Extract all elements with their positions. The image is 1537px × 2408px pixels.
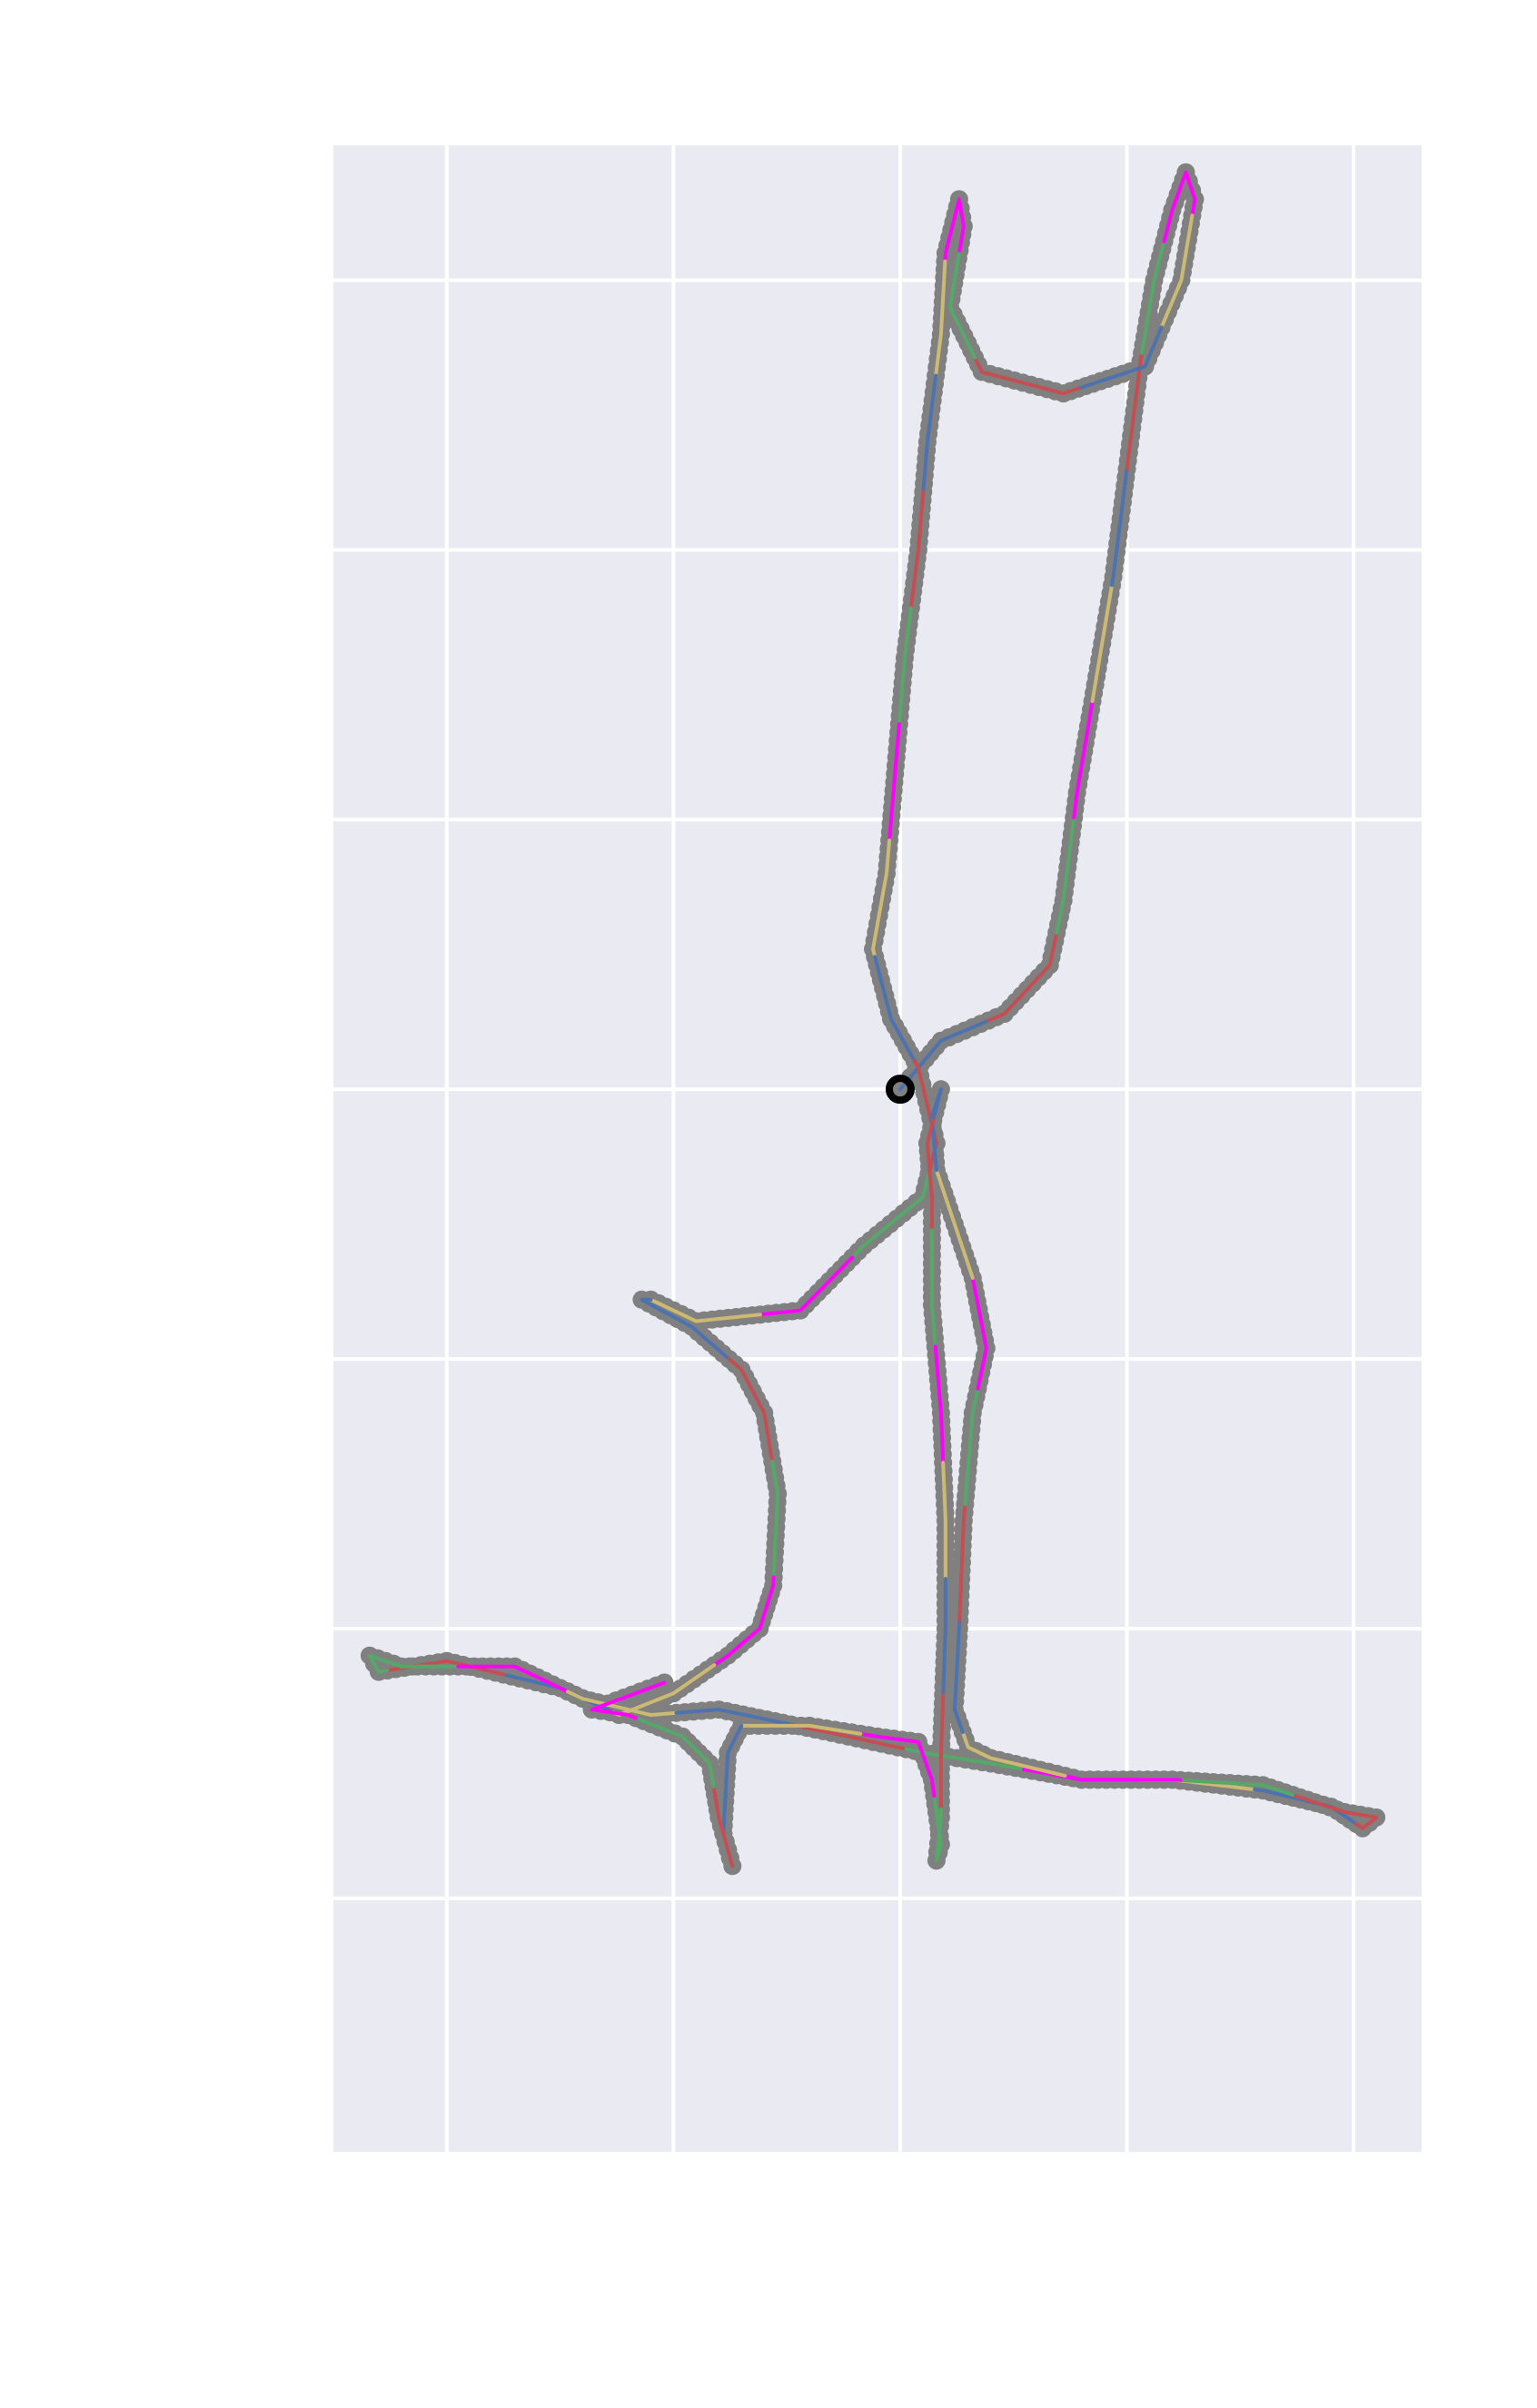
trajectory-segment bbox=[897, 606, 913, 727]
trajectory-segment bbox=[934, 259, 947, 378]
trajectory-segment bbox=[933, 1344, 946, 1465]
trajectory-lines bbox=[367, 170, 1379, 1868]
trajectory-segment bbox=[925, 1118, 936, 1233]
trajectory-segment bbox=[850, 1172, 931, 1260]
trajectory-segment bbox=[987, 930, 1059, 1023]
trajectory-segment bbox=[1076, 325, 1164, 391]
trajectory-segment bbox=[1159, 213, 1195, 330]
trajectory-segment bbox=[929, 1087, 943, 1173]
trajectory-segment bbox=[456, 1664, 570, 1694]
trajectory-segment bbox=[711, 1784, 735, 1868]
trajectory-segment bbox=[727, 1357, 775, 1463]
trajectory-segment bbox=[721, 1723, 744, 1836]
trajectory-segment bbox=[649, 1297, 762, 1323]
trajectory-segment bbox=[934, 1168, 975, 1281]
trajectory-segment bbox=[904, 1747, 1026, 1771]
trajectory-segment bbox=[897, 1018, 991, 1092]
trajectory-segment bbox=[640, 1297, 731, 1362]
trajectory-segment bbox=[943, 197, 966, 263]
trajectory-segment bbox=[1162, 170, 1197, 243]
trajectory-segment bbox=[1140, 239, 1166, 355]
trajectory-segment bbox=[1125, 351, 1145, 471]
trajectory-segment bbox=[973, 355, 1080, 396]
trajectory-segment bbox=[788, 1722, 908, 1751]
trajectory-segment bbox=[941, 1577, 947, 1697]
trajectory-segment bbox=[947, 248, 977, 360]
trajectory-segment bbox=[1178, 1778, 1294, 1798]
trajectory-segment bbox=[871, 838, 892, 959]
trajectory-segment bbox=[674, 1708, 793, 1727]
trajectory-segment bbox=[1055, 815, 1076, 935]
trajectory-segment bbox=[739, 1723, 863, 1736]
start-point bbox=[885, 1075, 915, 1105]
trajectory-segment bbox=[1072, 699, 1095, 819]
trajectory-segment bbox=[873, 955, 917, 1063]
trajectory-segment bbox=[963, 1386, 980, 1506]
plot-background bbox=[333, 145, 1422, 2152]
trajectory-segment bbox=[1090, 583, 1115, 704]
trajectory-segment bbox=[887, 722, 901, 843]
trajectory-segment bbox=[590, 1680, 667, 1720]
trajectory-segment bbox=[1063, 1773, 1183, 1782]
trajectory-segment bbox=[938, 1692, 946, 1811]
trajectory-segment bbox=[921, 373, 938, 494]
trajectory-segment bbox=[634, 1716, 716, 1789]
trajectory-segment bbox=[941, 1461, 947, 1581]
trajectory-segment bbox=[712, 1575, 776, 1668]
trajectory-segment bbox=[970, 1276, 988, 1391]
trajectory-segment bbox=[367, 1653, 461, 1674]
trajectory-segment bbox=[908, 490, 926, 610]
trajectory-segment bbox=[770, 1459, 780, 1580]
trajectory-segment bbox=[960, 1730, 1067, 1778]
trajectory-segment bbox=[858, 1731, 937, 1799]
trajectory-segment bbox=[565, 1690, 679, 1718]
trajectory-segment bbox=[758, 1255, 855, 1317]
trajectory-segment bbox=[929, 1228, 937, 1349]
trajectory-segment bbox=[1110, 467, 1129, 588]
trajectory-segment bbox=[1290, 1793, 1379, 1830]
start-marker bbox=[885, 1075, 915, 1105]
trajectory-segment bbox=[957, 1501, 967, 1622]
trajectory-segment bbox=[952, 1618, 965, 1735]
trajectory-segment bbox=[932, 1794, 943, 1863]
